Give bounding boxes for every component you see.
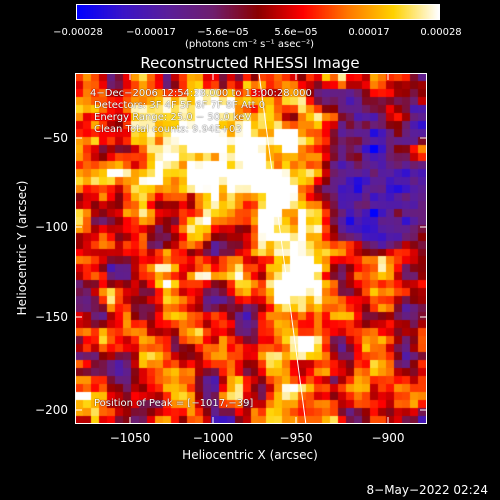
annotation-time: 4−Dec−2006 12:54:28.000 to 13:00:28.000 [90,88,312,99]
y-tick-label: −200 [35,403,68,417]
annotation-clean: Clean Total counts: 9.94E+03 [94,124,242,135]
annotation-energy: Energy Range: 25.0 − 50.0 keV [94,112,252,123]
y-tick-label: −150 [35,310,68,324]
colorbar-tick: −0.00017 [126,27,176,38]
colorbar-tick: 0.00017 [348,27,390,38]
colorbar [76,4,440,20]
annotation-peak: Position of Peak = [−1017,−39] [94,398,254,409]
x-tick-label: −1000 [192,431,234,445]
colorbar-tick: 0.00028 [420,27,462,38]
plot-timestamp: 8−May−2022 02:24 [366,483,489,497]
colorbar-tick: 5.6e−05 [274,27,318,38]
y-axis-label: Heliocentric Y (arcsec) [15,180,29,316]
x-axis-label: Heliocentric X (arcsec) [182,448,318,462]
y-tick-label: −50 [42,131,68,145]
colorbar-tick: −5.6e−05 [197,27,249,38]
plot-overlay [258,74,307,423]
colorbar-tick: −0.00028 [53,27,103,38]
solar-limb-line [258,74,307,423]
x-tick-label: −900 [371,431,405,445]
y-tick-label: −100 [35,220,68,234]
colorbar-units: (photons cm⁻² s⁻¹ asec⁻²) [185,39,315,50]
chart-title: Reconstructed RHESSI Image [140,54,360,72]
x-tick-label: −950 [279,431,313,445]
x-tick-label: −1050 [109,431,151,445]
heatmap-image [76,74,426,423]
plot-area: 4−Dec−2006 12:54:28.000 to 13:00:28.000 … [75,73,427,424]
annotation-detectors: Detectors: 3F 4F 5F 6F 7F 8F Att 0 [94,100,266,111]
